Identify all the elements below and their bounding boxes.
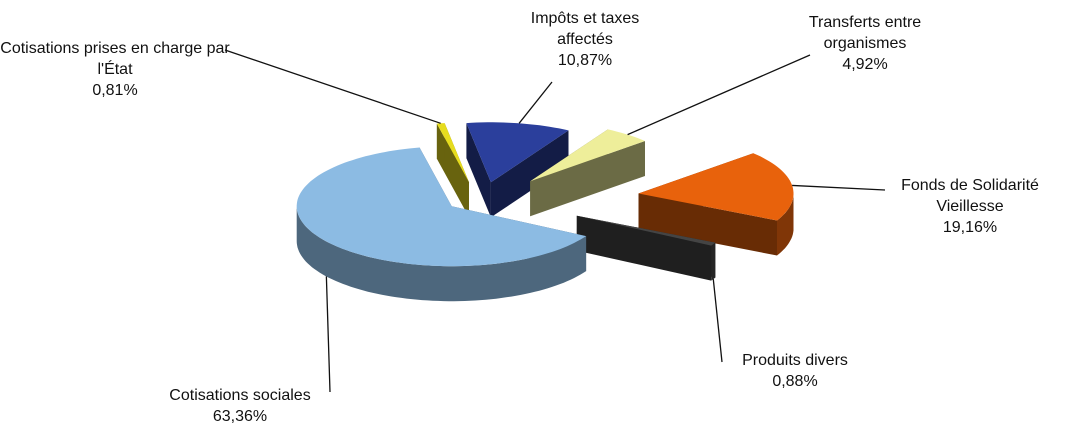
leader-line [325, 276, 331, 393]
slice [436, 123, 469, 183]
category-label: Produits divers [742, 352, 848, 369]
leader-line [792, 184, 886, 191]
category-label: Cotisations prises en charge par l'État [0, 40, 230, 78]
slice-side [576, 215, 712, 281]
leader-line [627, 54, 811, 136]
value-label: 4,92% [842, 56, 888, 73]
leader-line [518, 81, 553, 124]
value-label: 0,88% [772, 373, 818, 390]
category-label: Impôts et taxes affectés [530, 10, 640, 48]
leader-line [224, 49, 441, 124]
slice-side [530, 141, 645, 217]
slice-label: Cotisations sociales 63,36% [130, 385, 350, 427]
slice [466, 122, 569, 183]
value-label: 19,16% [942, 219, 998, 236]
value-label: 0,81% [92, 82, 138, 99]
category-label: Fonds de Solidarité Vieillesse [901, 177, 1039, 215]
slice-wall [296, 206, 587, 302]
slice [530, 129, 645, 182]
category-label: Cotisations sociales [169, 387, 311, 404]
value-label: 63,36% [212, 408, 268, 425]
slice-label: Fonds de Solidarité Vieillesse 19,16% [880, 175, 1060, 238]
slice-side [466, 123, 491, 218]
slice [296, 147, 587, 267]
slice-side [490, 130, 569, 218]
slice-wall [711, 242, 716, 281]
value-label: 10,87% [557, 52, 613, 69]
category-label: Transferts entre organismes [808, 14, 922, 52]
slice-wall [777, 193, 794, 256]
slice-label: Cotisations prises en charge par l'État 0… [0, 38, 230, 101]
slice-label: Transferts entre organismes 4,92% [780, 12, 950, 75]
slice-side [638, 193, 777, 256]
slice [638, 153, 794, 221]
slice-label: Produits divers 0,88% [715, 350, 875, 392]
slice [576, 215, 716, 246]
slice-label: Impôts et taxes affectés 10,87% [505, 8, 665, 71]
leader-line [712, 279, 723, 363]
